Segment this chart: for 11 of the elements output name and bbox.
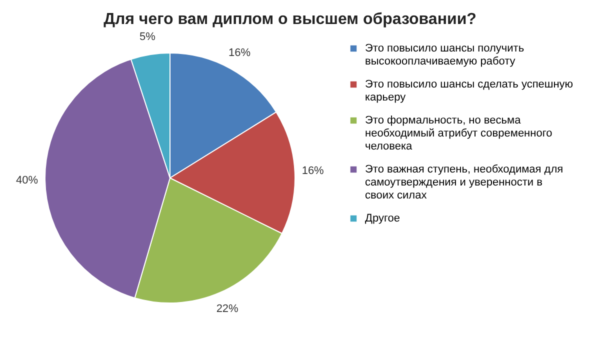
data-label: 16% <box>228 47 251 60</box>
legend-label: Другое <box>365 212 400 224</box>
legend-label: Это важная ступень, необходимая для самоутверждения и уверенности в своих силах <box>365 164 564 202</box>
data-label: 16% <box>302 165 324 178</box>
chart-title: Для чего вам диплом о высшем образовании? <box>104 10 476 28</box>
legend-label: Это формальность, но весьма необходимый атрибут современного человека <box>365 114 552 152</box>
data-label: 40% <box>16 174 38 186</box>
data-label: 22% <box>216 303 239 316</box>
legend-label: Это повысило шансы получить высокооплачиваемую работу <box>365 42 524 68</box>
data-label: 5% <box>139 30 156 43</box>
legend-label: Это повысило шансы сделать успешную карьеру <box>365 78 574 104</box>
